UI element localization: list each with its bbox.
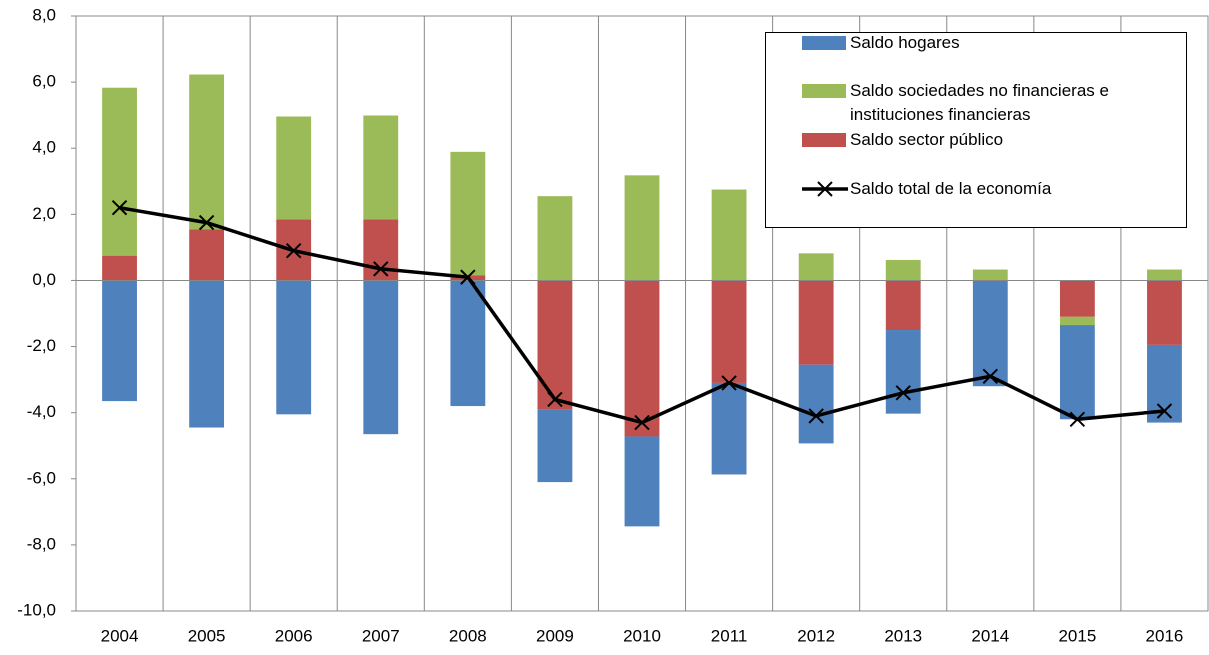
- y-tick-label: -8,0: [27, 534, 56, 553]
- x-marker: [460, 269, 476, 285]
- bar-segment: [885, 280, 921, 331]
- legend-item: Saldo total de la economía: [802, 179, 1180, 201]
- x-tick-label: 2010: [623, 626, 661, 645]
- bar-segment: [537, 280, 573, 410]
- y-tick-label: 2,0: [32, 204, 56, 223]
- bar-segment: [189, 229, 225, 281]
- legend-item: Saldo sector público: [802, 130, 1180, 152]
- legend-swatch: [802, 133, 846, 147]
- bar-segment: [711, 382, 747, 475]
- x-tick-label: 2008: [449, 626, 487, 645]
- bar-segment: [624, 280, 660, 437]
- bar-segment: [711, 189, 747, 281]
- bar-segment: [276, 280, 312, 415]
- y-tick-label: -10,0: [17, 600, 56, 619]
- legend-label: Saldo sociedades no financieras e instit…: [850, 81, 1109, 124]
- x-marker: [982, 368, 999, 385]
- y-tick-label: 0,0: [32, 270, 56, 289]
- bar-segment: [537, 409, 573, 483]
- bar-segment: [450, 280, 486, 407]
- legend-item: Saldo sociedades no financieras e instit…: [802, 81, 1180, 127]
- y-tick-label: 6,0: [32, 72, 56, 91]
- bar-segment: [798, 280, 834, 365]
- x-marker: [1069, 411, 1086, 427]
- legend-line-icon: [802, 181, 848, 197]
- x-marker: [721, 375, 737, 391]
- x-marker: [1156, 403, 1173, 419]
- bar-segment: [363, 115, 399, 220]
- bar-segment: [276, 116, 312, 220]
- x-tick-label: 2016: [1146, 626, 1184, 645]
- x-marker: [285, 242, 302, 259]
- bar-segment: [798, 253, 834, 281]
- bar-segment: [885, 330, 921, 414]
- bar-segment: [102, 87, 137, 256]
- x-marker: [373, 261, 389, 277]
- bar-segment: [102, 255, 137, 281]
- y-tick-label: -6,0: [27, 468, 56, 487]
- y-tick-label: -4,0: [27, 402, 56, 421]
- x-marker: [895, 385, 911, 401]
- legend: Saldo hogares Saldo sociedades no financi…: [765, 32, 1187, 228]
- x-tick-label: 2012: [797, 626, 835, 645]
- bar-segment: [450, 151, 486, 276]
- bar-segment: [537, 196, 573, 281]
- bar-segment: [1059, 316, 1095, 326]
- x-tick-label: 2011: [711, 626, 748, 645]
- bar-segment: [885, 259, 921, 281]
- x-marker: [634, 414, 650, 431]
- legend-swatch: [802, 36, 846, 50]
- bar-segment: [363, 280, 399, 435]
- legend-label: Saldo sector público: [850, 130, 1004, 149]
- x-tick-label: 2006: [275, 626, 313, 645]
- bar-segment: [1059, 325, 1095, 420]
- bar-segment: [1147, 280, 1182, 345]
- bar-segment: [189, 280, 225, 428]
- x-marker: [808, 408, 824, 424]
- bar-segment: [972, 269, 1008, 281]
- x-tick-label: 2007: [362, 626, 400, 645]
- y-tick-label: -2,0: [27, 336, 56, 355]
- bar-segment: [189, 74, 225, 230]
- legend-item: Saldo hogares: [802, 33, 1180, 55]
- x-marker: [198, 214, 215, 231]
- x-marker: [547, 391, 563, 408]
- bar-segment: [102, 280, 137, 402]
- bar-segment: [1147, 269, 1182, 281]
- legend-swatch: [802, 84, 846, 98]
- x-tick-label: 2004: [101, 626, 139, 645]
- bar-segment: [624, 436, 660, 527]
- y-tick-label: 8,0: [32, 5, 56, 24]
- x-tick-label: 2005: [188, 626, 226, 645]
- legend-label: Saldo total de la economía: [850, 179, 1052, 198]
- bar-segment: [711, 280, 747, 383]
- bar-segment: [624, 175, 660, 281]
- bar-segment: [972, 280, 1008, 387]
- bar-segment: [798, 364, 834, 444]
- legend-label: Saldo hogares: [850, 33, 960, 52]
- x-marker: [111, 200, 128, 216]
- x-tick-label: 2013: [884, 626, 922, 645]
- x-tick-label: 2009: [536, 626, 574, 645]
- bar-segment: [1059, 280, 1095, 317]
- plot-border: [75, 15, 1209, 612]
- y-tick-label: 4,0: [32, 138, 56, 157]
- legend-marker: [817, 181, 833, 197]
- x-tick-label: 2015: [1058, 626, 1096, 645]
- x-tick-label: 2014: [971, 626, 1009, 645]
